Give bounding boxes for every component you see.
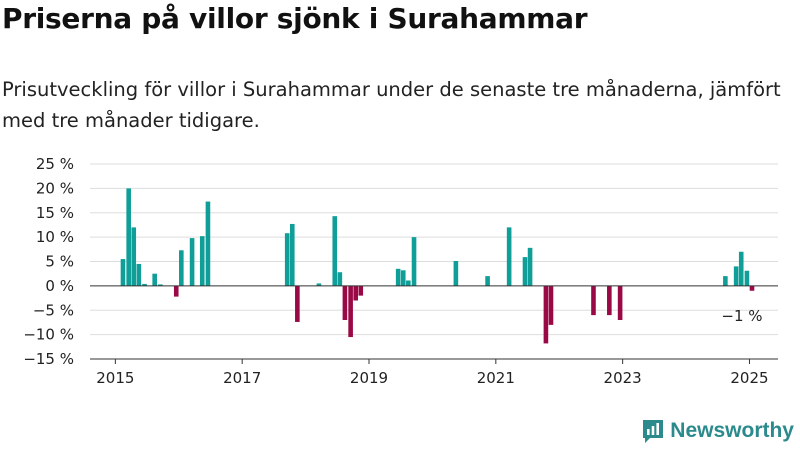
bar (284, 233, 290, 286)
y-tick-label: 5 % (45, 253, 74, 271)
x-tick-label: 2017 (223, 369, 261, 387)
bar (179, 250, 184, 286)
x-tick-label: 2021 (477, 369, 515, 387)
y-tick-label: −5 % (33, 301, 74, 319)
bar (152, 273, 157, 286)
y-tick-label: 20 % (36, 179, 74, 197)
bar (453, 261, 459, 286)
bar (342, 285, 348, 321)
bar (126, 188, 131, 286)
bar (744, 270, 750, 286)
annotations: −1 % (721, 307, 762, 325)
bar (406, 280, 411, 286)
bar (173, 285, 179, 297)
bar (738, 251, 744, 286)
x-axis: 2015 2017 2019 2021 2023 2025 (90, 285, 778, 387)
bar (120, 259, 126, 286)
bar (337, 272, 343, 286)
bar (395, 268, 401, 286)
brand-name: Newsworthy (670, 419, 794, 442)
x-tick-label: 2023 (604, 369, 642, 387)
y-tick-label: 25 % (36, 155, 74, 173)
bar (411, 237, 417, 286)
y-tick-label: −10 % (23, 326, 74, 344)
y-tick-label: 10 % (36, 228, 74, 246)
newsworthy-logo-icon (643, 420, 664, 443)
bar (591, 285, 596, 316)
bar (522, 257, 528, 286)
grid-lines (90, 163, 778, 360)
y-axis-ticks: 25 % 20 % 15 % 10 % 5 % 0 % −5 % −10 % −15 % (23, 155, 74, 368)
bar (617, 285, 623, 321)
bar (733, 266, 739, 286)
y-tick-label: 15 % (36, 204, 74, 222)
y-tick-label: 0 % (45, 277, 74, 295)
bar (348, 285, 353, 338)
bar (136, 263, 142, 286)
chart-title: Priserna på villor sjönk i Surahammar (2, 2, 588, 35)
bar-chart: 25 % 20 % 15 % 10 % 5 % 0 % −5 % −10 % −15 % 201… (23, 155, 778, 387)
bar (400, 270, 406, 286)
bar (332, 216, 338, 286)
bar (189, 238, 195, 286)
bar (723, 276, 728, 286)
x-tick-label: 2015 (96, 369, 134, 387)
bar (527, 247, 533, 286)
bar (548, 285, 554, 325)
bar (358, 285, 364, 296)
bar (158, 284, 163, 286)
bar (289, 223, 295, 286)
x-tick-label: 2019 (350, 369, 388, 387)
bar (205, 201, 211, 286)
chart-subtitle: Prisutveckling för villor i Surahammar u… (2, 78, 781, 132)
newsworthy-brand: Newsworthy (641, 418, 794, 444)
bars (120, 188, 755, 344)
bar (607, 285, 612, 316)
bar (353, 285, 358, 301)
y-tick-label: −15 % (23, 350, 74, 368)
bar (506, 227, 512, 286)
bar (295, 285, 300, 322)
bar (199, 236, 205, 286)
bar (316, 283, 322, 286)
bar (131, 227, 137, 286)
bar (749, 285, 755, 291)
x-tick-label: 2025 (730, 369, 768, 387)
bar (543, 285, 549, 344)
last-value-label: −1 % (721, 307, 762, 325)
bar (485, 276, 490, 286)
bar (142, 283, 147, 286)
